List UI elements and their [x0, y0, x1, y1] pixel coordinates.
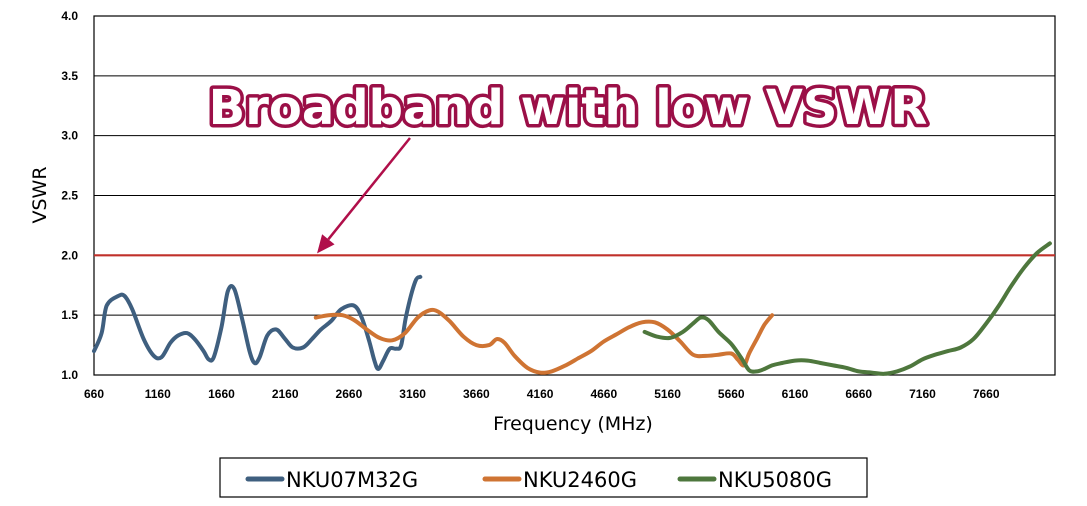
x-tick-label: 6160 [782, 387, 809, 401]
legend-entries: NKU07M32G NKU2460G NKU5080G [245, 468, 832, 492]
x-tick-label: 6660 [845, 387, 872, 401]
y-tick-labels: 1.0 1.5 2.0 2.5 3.0 3.5 4.0 [61, 9, 78, 382]
y-tick-label: 3.0 [61, 129, 78, 143]
series-line-nku5080g [642, 241, 1052, 376]
series-line-nku2460g [313, 307, 775, 375]
x-tick-label: 2660 [336, 387, 363, 401]
x-tick-label: 1160 [145, 387, 171, 401]
x-tick-label: 7160 [909, 387, 936, 401]
y-tick-label: 1.5 [61, 308, 78, 322]
x-tick-label: 660 [84, 387, 104, 401]
legend-label: NKU5080G [718, 468, 832, 492]
x-tick-label: 4660 [590, 387, 617, 401]
y-tick-label: 3.5 [61, 69, 78, 83]
x-tick-labels: 660 1160 1660 2160 2660 3160 3660 4160 4660 5160 5… [84, 387, 1000, 401]
legend-label: NKU07M32G [286, 468, 418, 492]
legend-label: NKU2460G [523, 468, 637, 492]
x-tick-label: 3660 [463, 387, 490, 401]
callout-text: Broadband with low VSWR [209, 80, 928, 136]
callout-arrow-line [327, 137, 411, 241]
y-tick-label: 1.0 [61, 368, 78, 382]
y-tick-label: 2.0 [61, 248, 78, 262]
callout-arrow-head [317, 234, 335, 254]
y-tick-label: 2.5 [61, 189, 78, 203]
x-tick-label: 4160 [527, 387, 554, 401]
gridlines [94, 15, 1055, 376]
x-tick-label: 5660 [718, 387, 745, 401]
plot-area-border [93, 15, 1056, 376]
series-line-nku07m32g [92, 274, 423, 371]
x-tick-label: 7660 [973, 387, 1000, 401]
x-tick-label: 5160 [654, 387, 681, 401]
x-tick-label: 3160 [399, 387, 426, 401]
x-tick-label: 1660 [208, 387, 235, 401]
x-tick-label: 2160 [272, 387, 299, 401]
x-axis-title: Frequency (MHz) [493, 413, 653, 435]
y-axis-title: VSWR [29, 166, 51, 223]
series-lines [92, 241, 1052, 376]
y-tick-label: 4.0 [61, 9, 78, 23]
legend-box [219, 457, 868, 498]
